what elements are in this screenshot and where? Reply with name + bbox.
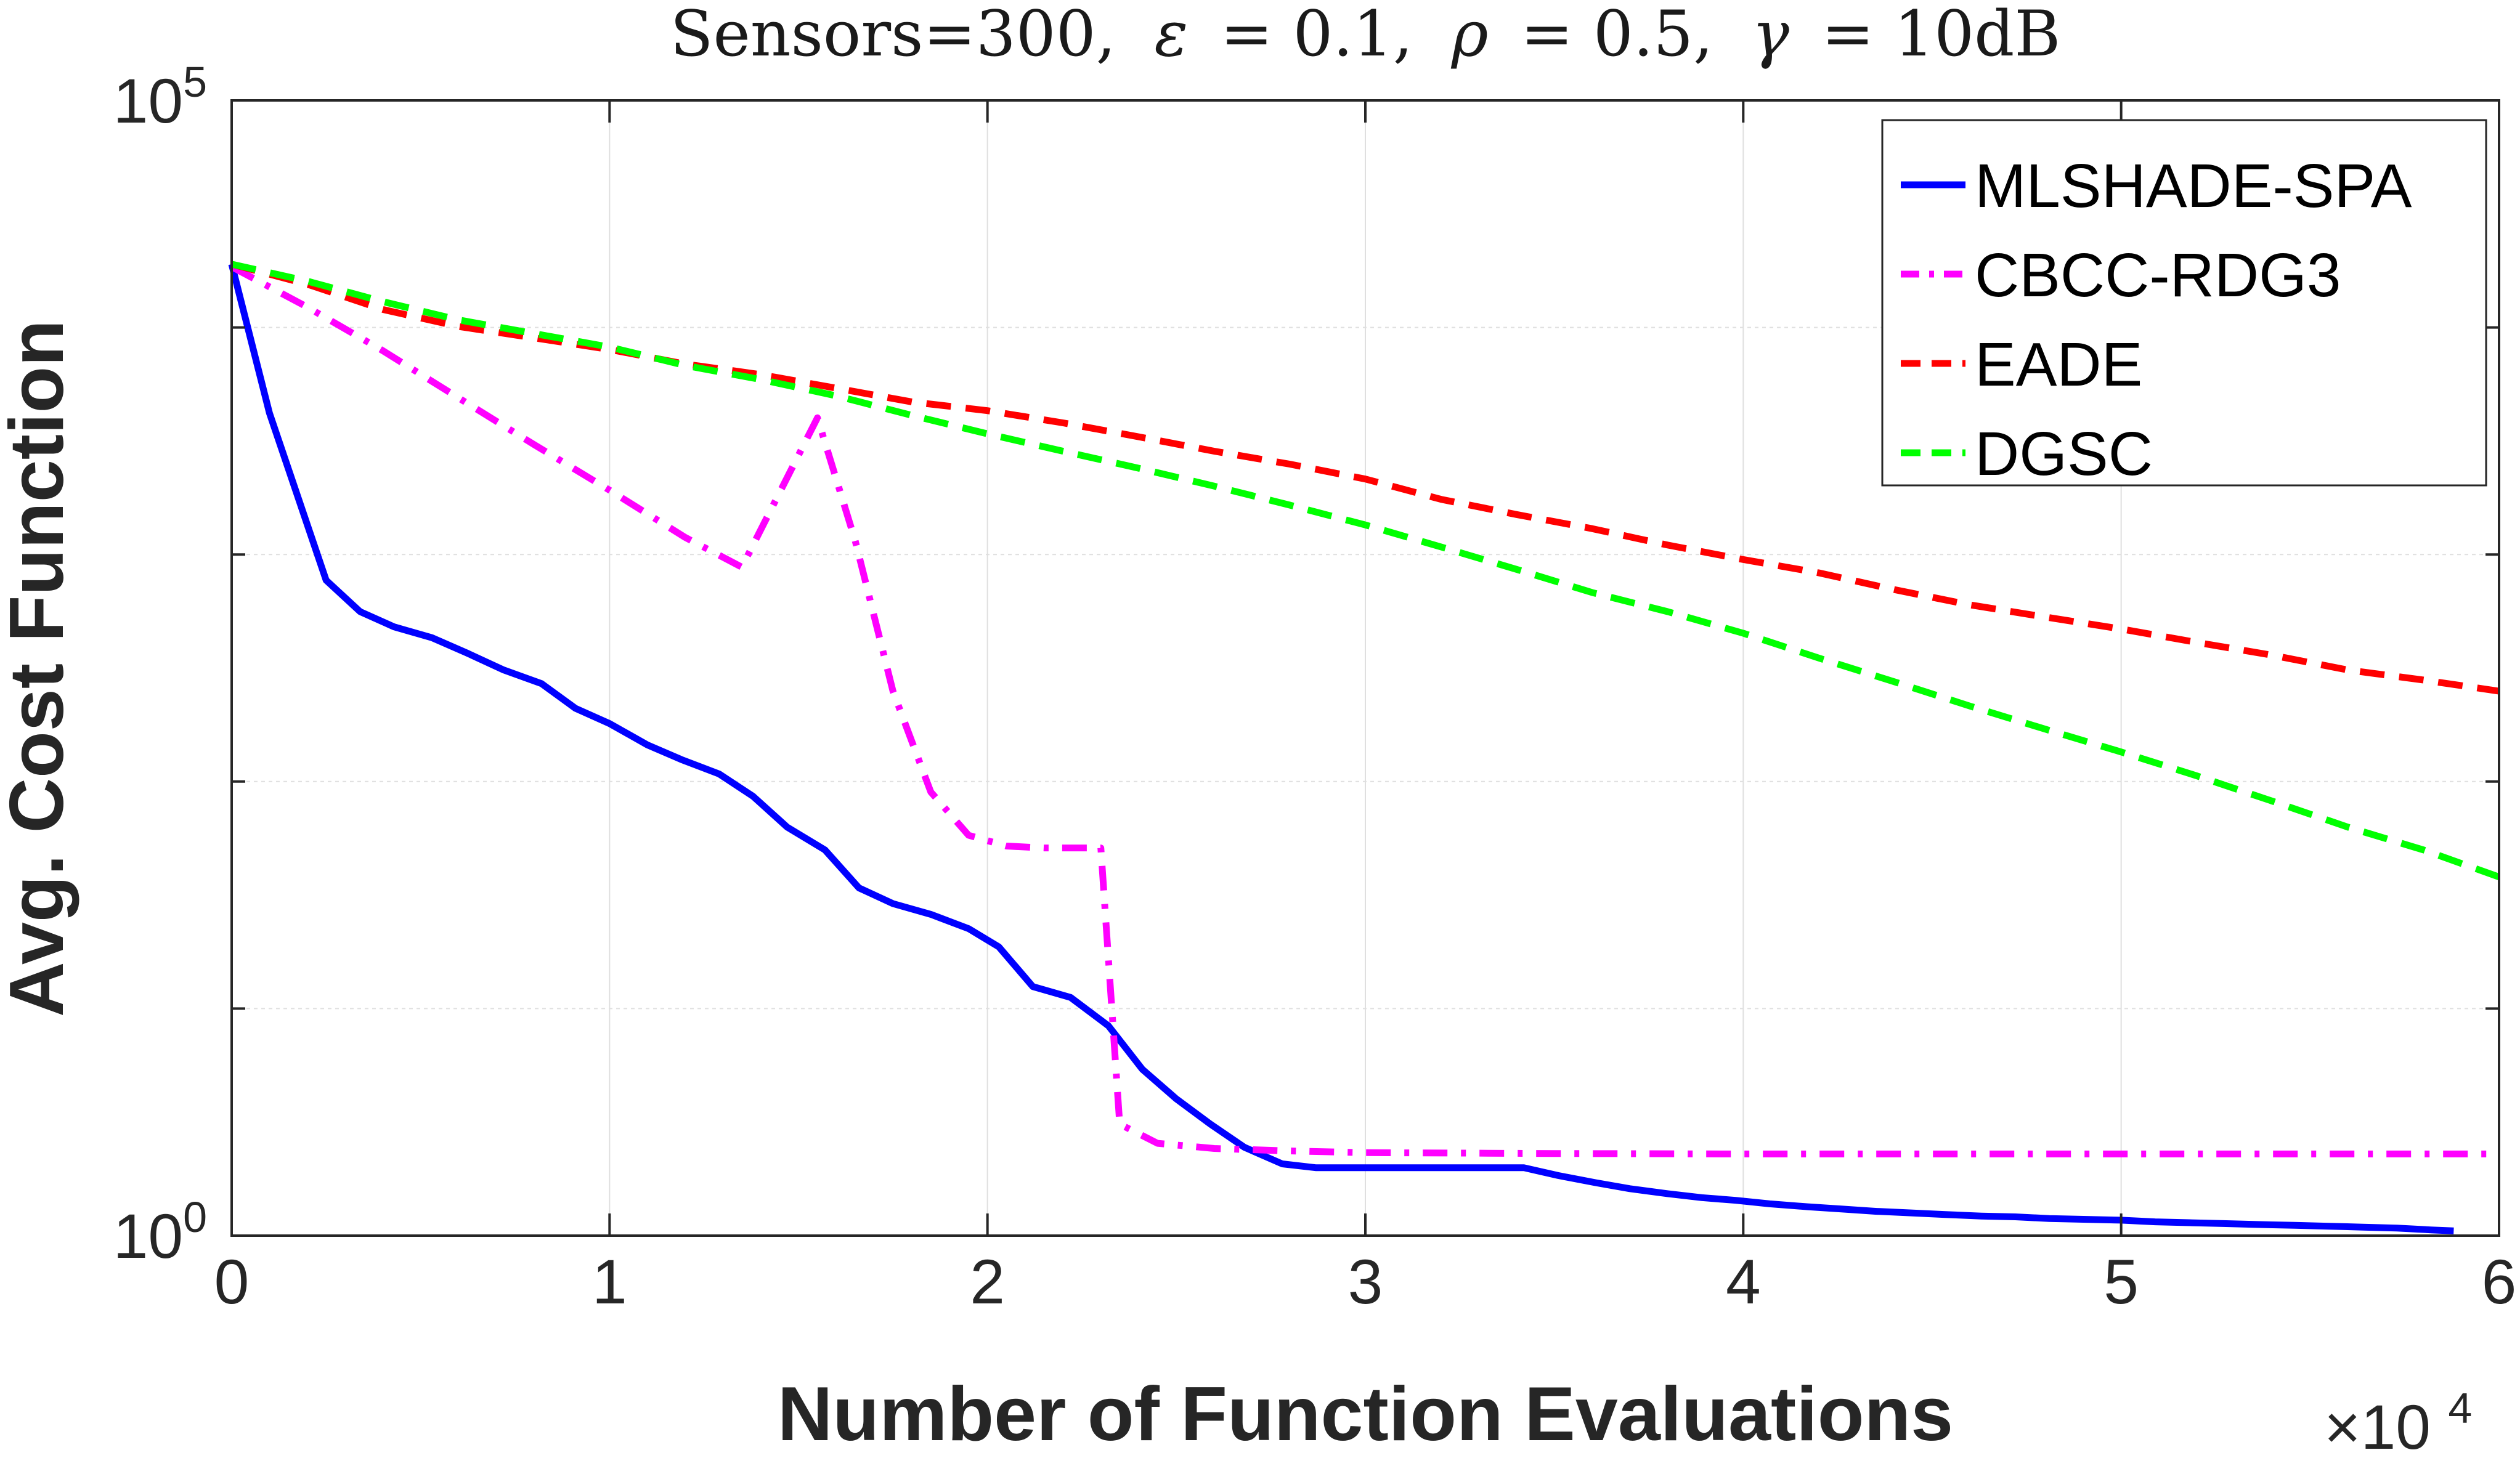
x-axis-multiplier: ×10 4 [2324, 1384, 2472, 1458]
series-line-cbcc-rdg3 [230, 264, 2499, 1157]
legend-item-cbcc-rdg3: CBCC-RDG3 [1901, 241, 2341, 310]
x-tick-label: 1 [592, 1247, 627, 1317]
legend-label: MLSHADE-SPA [1975, 152, 2412, 221]
legend-item-mlshade-spa: MLSHADE-SPA [1901, 152, 2412, 221]
x-tick-label: 5 [2103, 1247, 2139, 1317]
legend-label: CBCC-RDG3 [1975, 241, 2341, 310]
legend-item-eade: EADE [1901, 330, 2142, 399]
legend: MLSHADE-SPA CBCC-RDG3 EADE DGSC [1881, 119, 2487, 488]
x-multiplier-exponent: 4 [2448, 1384, 2472, 1432]
title-sensors: Sensors=300, [670, 0, 1116, 71]
legend-item-dgsc: DGSC [1901, 419, 2153, 488]
y-tick-base: 10 [113, 1201, 183, 1271]
title-rho-value: = 0.5, [1521, 0, 1713, 71]
series-line-dgsc [230, 261, 2500, 880]
x-tick-label: 6 [2482, 1247, 2517, 1317]
y-tick-exponent: 5 [183, 58, 207, 106]
y-tick-exponent: 0 [183, 1193, 207, 1241]
y-tick-label: 105 [113, 58, 207, 136]
x-tick-label: 4 [1726, 1247, 1761, 1317]
series-lines [228, 261, 2500, 1234]
y-axis-label: Avg. Cost Function [0, 320, 79, 1017]
x-multiplier-base: ×10 [2324, 1392, 2431, 1458]
x-tick-label: 2 [970, 1247, 1005, 1317]
y-tick-base: 10 [113, 66, 183, 136]
title-epsilon-symbol: ε [1154, 0, 1188, 71]
x-tick-label: 0 [214, 1247, 250, 1317]
title-epsilon-value: = 0.1, [1221, 0, 1413, 71]
chart-title: Sensors=300, ε = 0.1, ρ = 0.5, γ = 10dB [670, 0, 2061, 71]
title-rho-symbol: ρ [1451, 0, 1489, 71]
y-tick-label: 100 [113, 1193, 207, 1271]
x-axis-label: Number of Function Evaluations [778, 1372, 1953, 1457]
tick-marks [230, 100, 2500, 1236]
legend-label: DGSC [1975, 419, 2153, 488]
legend-items: MLSHADE-SPA CBCC-RDG3 EADE DGSC [1901, 152, 2412, 488]
title-gamma-symbol: γ [1752, 0, 1790, 71]
legend-box [1881, 119, 2487, 487]
title-gamma-value: = 10dB [1821, 0, 2060, 71]
series-line-mlshade-spa [228, 263, 2454, 1234]
series-line-eade [230, 261, 2500, 695]
x-tick-label: 3 [1348, 1247, 1383, 1317]
legend-label: EADE [1975, 330, 2142, 399]
